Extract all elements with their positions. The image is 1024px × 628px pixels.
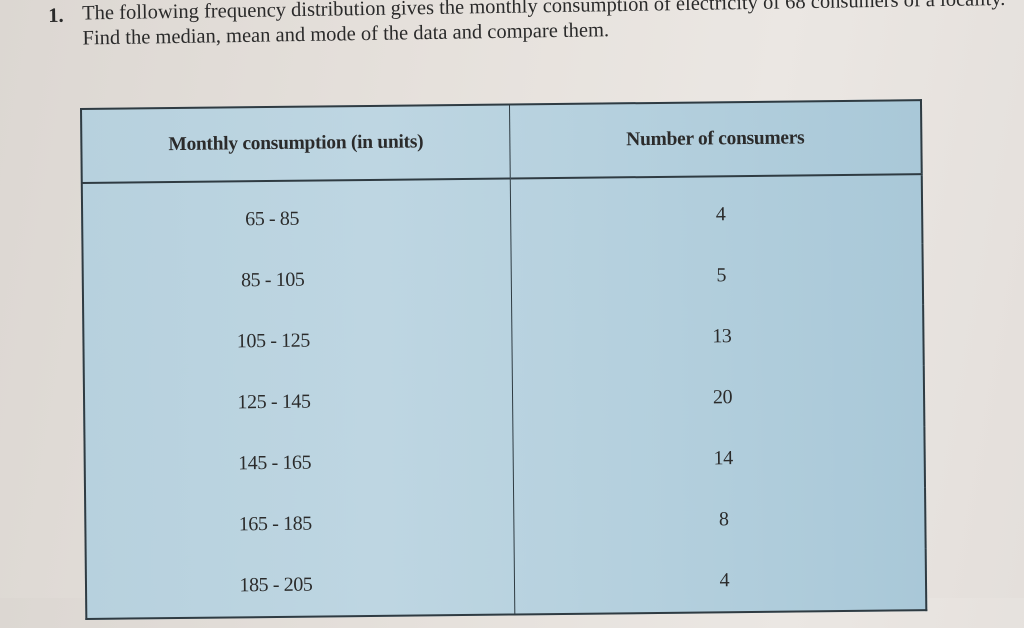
table-row: 165 - 185 8 — [85, 487, 926, 557]
range-cell: 65 - 85 — [81, 178, 511, 252]
count-cell: 8 — [513, 487, 926, 553]
table-row: 105 - 125 13 — [83, 304, 924, 374]
count-cell: 4 — [514, 548, 927, 615]
count-cell: 20 — [512, 365, 925, 431]
table-header-row: Monthly consumption (in units) Number of… — [81, 100, 922, 183]
header-number-of-consumers: Number of consumers — [509, 100, 922, 179]
count-cell: 13 — [511, 304, 924, 370]
table-row: 65 - 85 4 — [81, 174, 923, 252]
table-row: 125 - 145 20 — [83, 365, 925, 435]
count-cell: 5 — [510, 243, 924, 309]
header-monthly-consumption: Monthly consumption (in units) — [81, 104, 511, 183]
range-cell: 145 - 165 — [84, 430, 514, 496]
range-cell: 125 - 145 — [83, 369, 513, 435]
range-cell: 165 - 185 — [85, 491, 515, 557]
table-row: 185 - 205 4 — [85, 548, 927, 619]
question: 1. The following frequency distribution … — [48, 0, 1009, 52]
frequency-table-container: Monthly consumption (in units) Number of… — [80, 99, 928, 628]
count-cell: 14 — [512, 426, 926, 492]
frequency-table: Monthly consumption (in units) Number of… — [80, 99, 928, 620]
question-number: 1. — [48, 4, 64, 27]
range-cell: 85 - 105 — [82, 247, 512, 313]
question-text: The following frequency distribution giv… — [82, 0, 1006, 50]
table-row: 85 - 105 5 — [82, 243, 924, 313]
table-row: 145 - 165 14 — [84, 426, 926, 496]
range-cell: 105 - 125 — [83, 308, 513, 374]
count-cell: 4 — [510, 174, 923, 248]
range-cell: 185 - 205 — [85, 552, 515, 619]
